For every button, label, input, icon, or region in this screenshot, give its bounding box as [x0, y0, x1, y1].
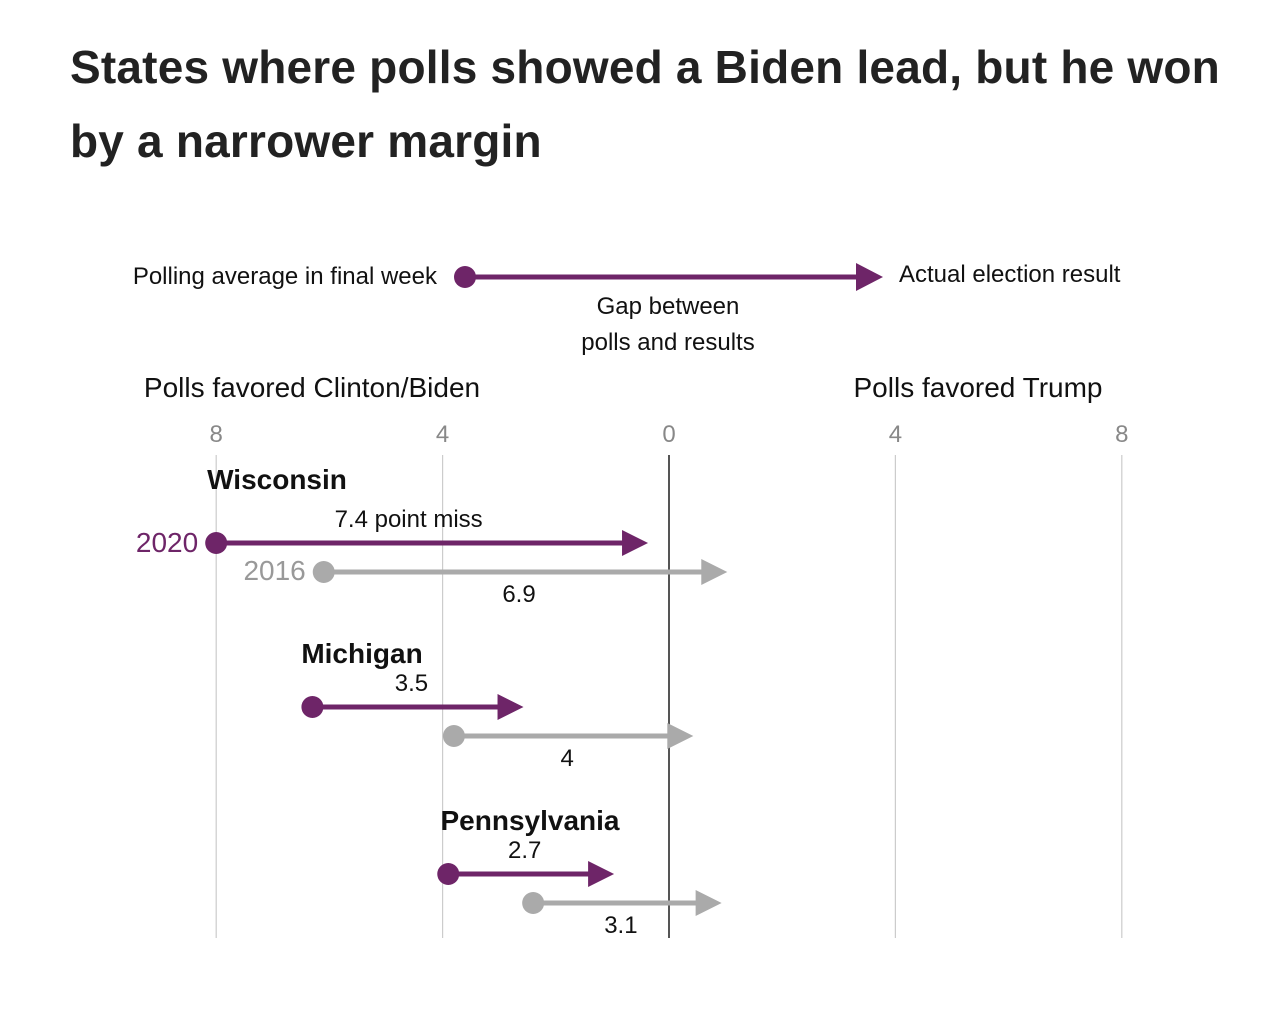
legend-end-label: Actual election result — [899, 261, 1121, 288]
axis-right-label: Polls favored Trump — [854, 372, 1103, 403]
legend-start-label: Polling average in final week — [133, 263, 438, 290]
legend: Polling average in final week Actual ele… — [133, 261, 1121, 356]
series-label-2016: 2016 — [243, 555, 305, 586]
state-group: Wisconsin 7.4 point miss 6.9 2020 2016 — [136, 464, 728, 608]
row-2020-result-arrowhead — [622, 530, 649, 556]
chart-title: States where polls showed a Biden lead, … — [70, 41, 1220, 167]
legend-gap-label-line2: polls and results — [581, 329, 754, 356]
gap-label-2016: 4 — [560, 745, 573, 772]
x-tick-label: 4 — [889, 421, 902, 448]
row-2016-result-arrowhead — [667, 723, 694, 749]
x-tick-labels: 8 4 0 4 8 — [210, 421, 1129, 448]
row-2016-result-arrowhead — [695, 890, 722, 916]
gap-label-2020: 7.4 point miss — [335, 506, 483, 533]
row-2020-result-arrowhead — [588, 861, 615, 887]
state-name: Pennsylvania — [441, 805, 620, 836]
gap-label-2020: 3.5 — [395, 670, 428, 697]
row-2020-poll-dot — [205, 532, 228, 554]
x-tick-label: 8 — [1115, 421, 1128, 448]
axis-left-label: Polls favored Clinton/Biden — [144, 372, 480, 403]
chart-marks: Wisconsin 7.4 point miss 6.9 2020 2016 Michig… — [136, 464, 728, 939]
state-name: Wisconsin — [207, 464, 347, 495]
gap-label-2016: 6.9 — [502, 581, 535, 608]
row-2020-result-arrowhead — [497, 694, 524, 720]
gap-label-2016: 3.1 — [604, 912, 637, 939]
row-2016-poll-dot — [442, 725, 465, 747]
x-tick-label: 8 — [210, 421, 223, 448]
state-name: Michigan — [301, 638, 422, 669]
row-2020-poll-dot — [437, 863, 460, 885]
legend-result-arrowhead — [856, 263, 883, 291]
x-tick-label: 0 — [662, 421, 675, 448]
x-tick-label: 4 — [436, 421, 449, 448]
row-2016-result-arrowhead — [701, 559, 728, 585]
gap-label-2020: 2.7 — [508, 837, 541, 864]
row-2020-poll-dot — [301, 696, 324, 718]
row-2016-poll-dot — [312, 561, 335, 583]
row-2016-poll-dot — [522, 892, 545, 914]
series-label-2020: 2020 — [136, 527, 198, 558]
legend-gap-label-line1: Gap between — [597, 293, 740, 320]
